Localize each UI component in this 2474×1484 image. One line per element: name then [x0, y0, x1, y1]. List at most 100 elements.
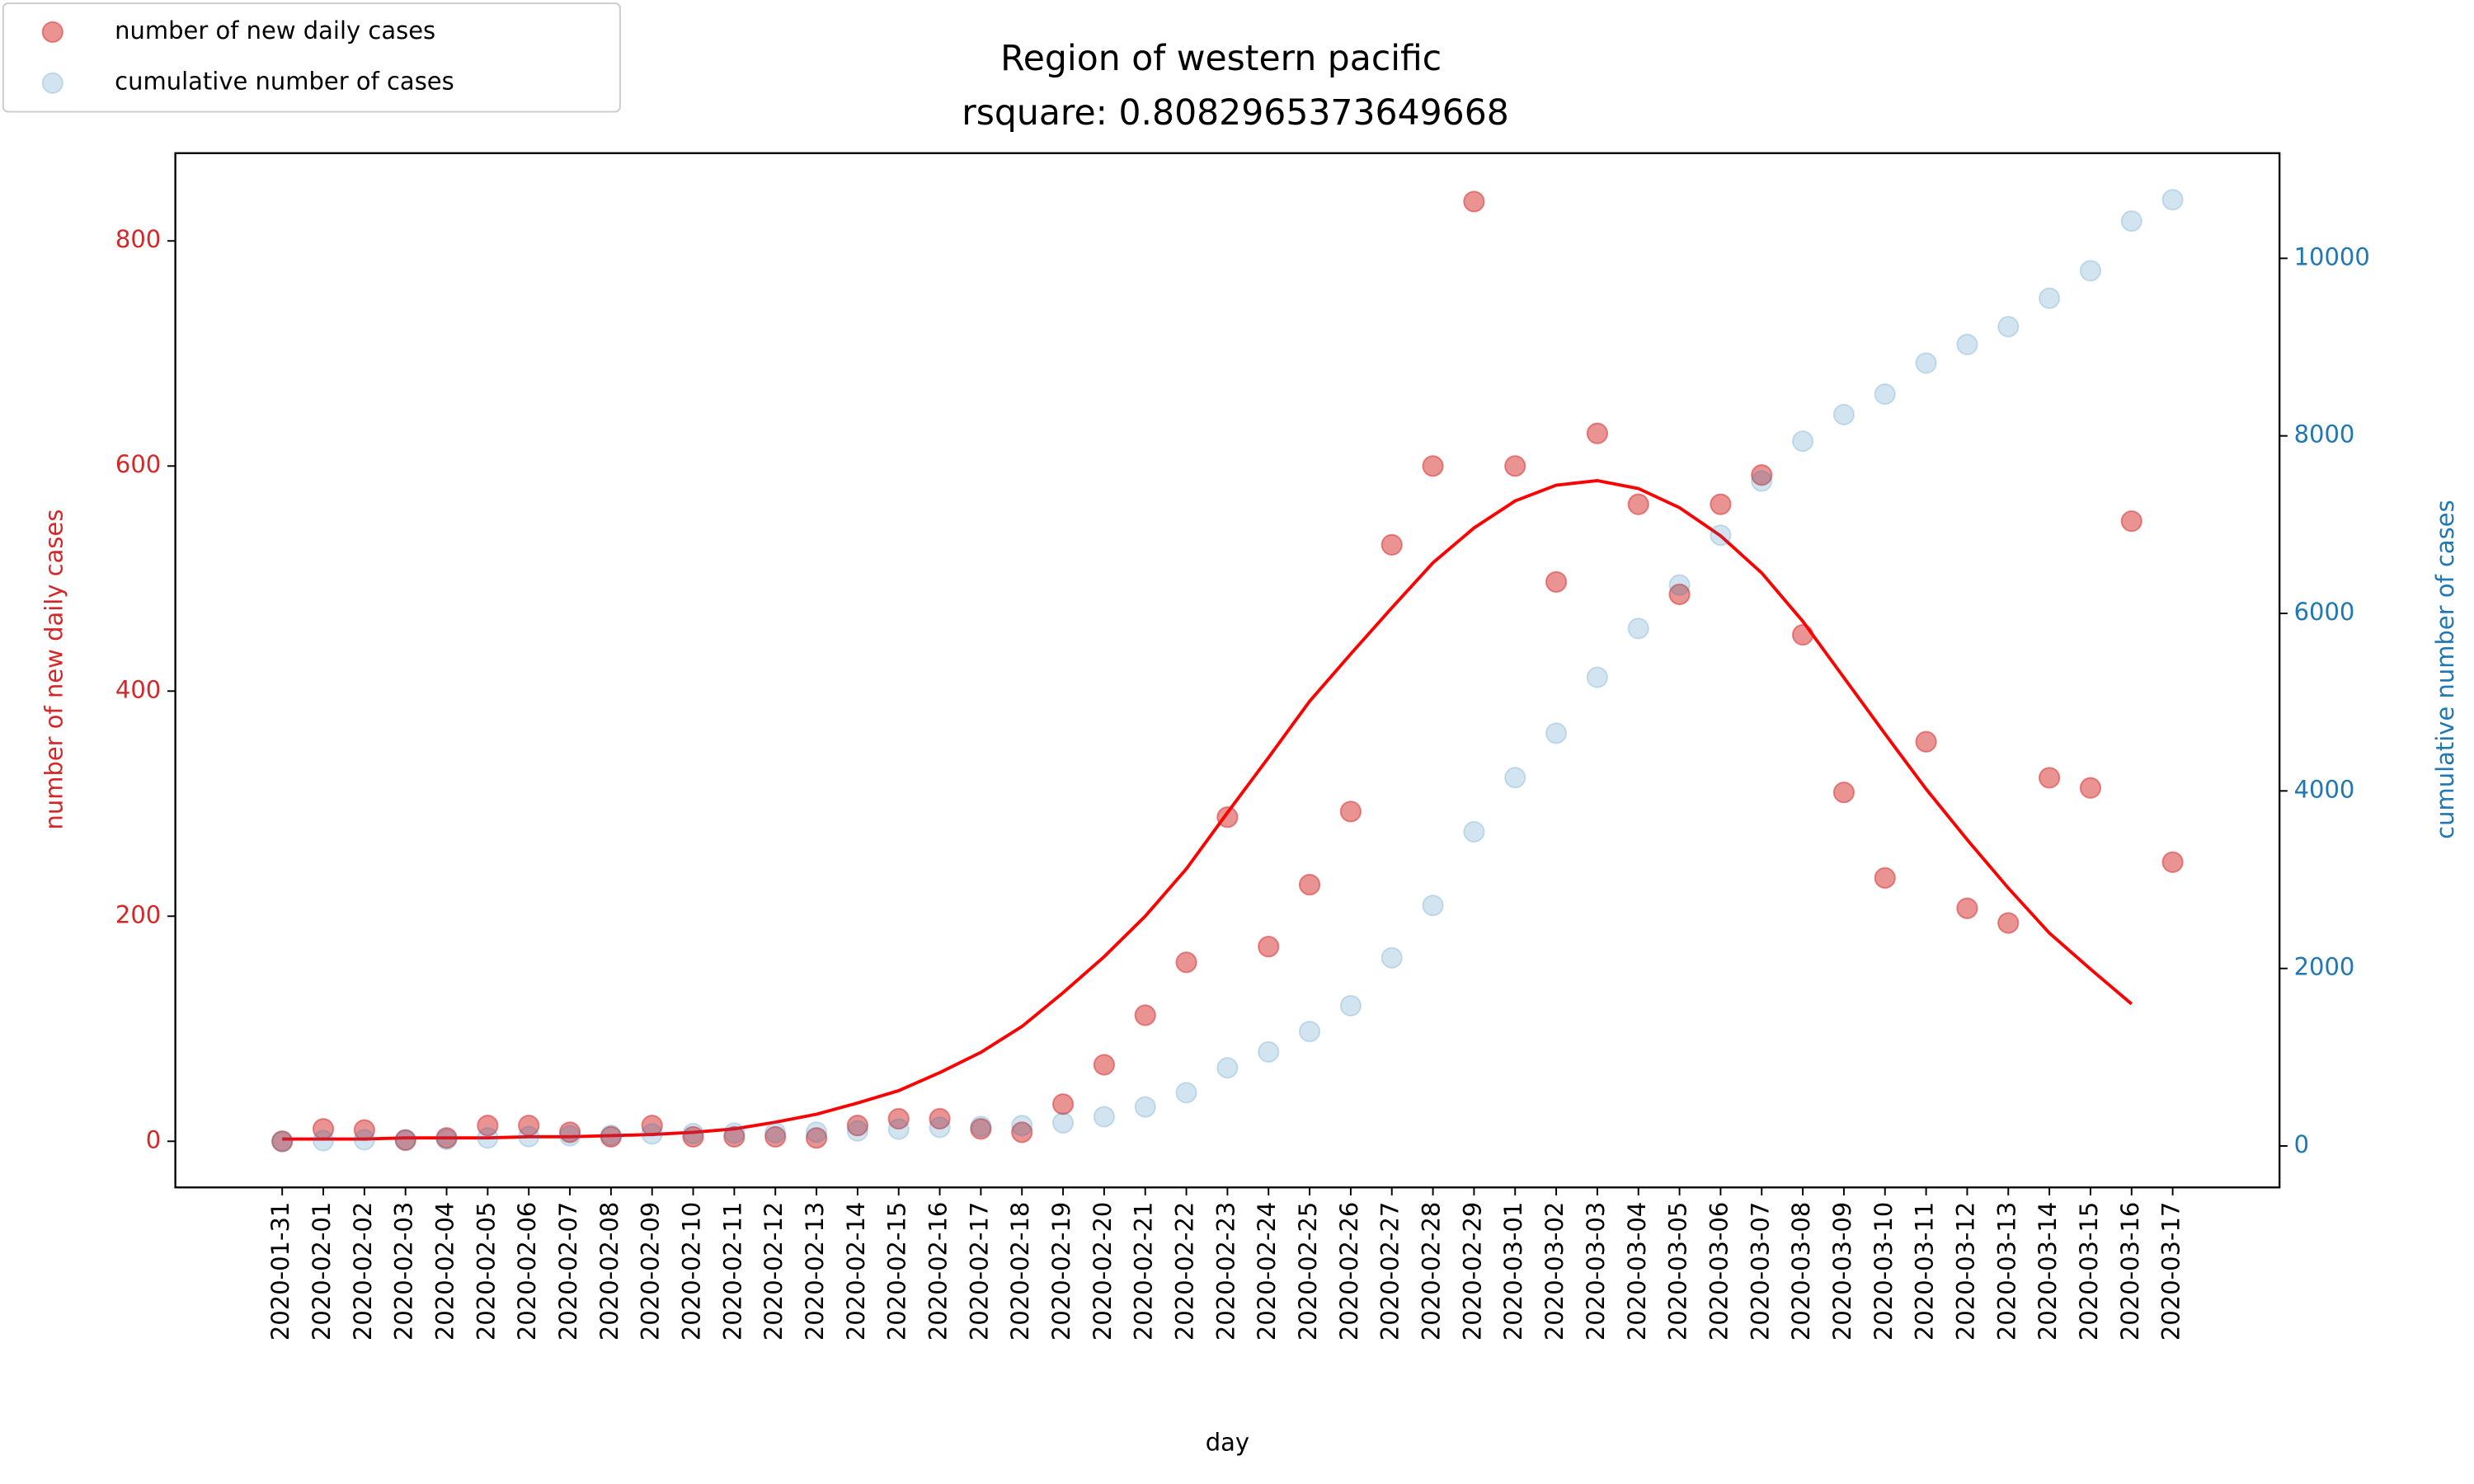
point [435, 1128, 458, 1151]
point [1093, 1106, 1116, 1128]
point [2079, 260, 2102, 282]
legend-label: number of new daily cases [115, 16, 435, 45]
point [1956, 333, 1978, 355]
point [1051, 1093, 1075, 1115]
x-tick-label: 2020-03-15 [2075, 1202, 2103, 1341]
y2-tick-label: 10000 [2294, 242, 2370, 270]
x-tick-label: 2020-03-06 [1705, 1202, 1733, 1341]
point [2120, 209, 2142, 232]
y2-tick-label: 4000 [2294, 775, 2355, 803]
point [641, 1123, 663, 1145]
y2-axis-label: cumulative number of cases [2431, 500, 2459, 839]
x-tick-label: 2020-02-04 [431, 1202, 459, 1341]
point [1339, 801, 1362, 823]
x-tick-label: 2020-02-07 [554, 1202, 582, 1341]
point [1380, 533, 1403, 556]
point [271, 1130, 294, 1153]
point [805, 1121, 828, 1144]
x-tick-label: 2020-02-22 [1171, 1202, 1199, 1341]
x-tick-label: 2020-02-02 [349, 1202, 377, 1341]
point [1504, 455, 1526, 477]
point [1586, 422, 1609, 444]
x-tick-label: 2020-03-05 [1664, 1202, 1692, 1341]
y-axis-label: number of new daily cases [40, 510, 68, 830]
point [1422, 895, 1444, 917]
point [846, 1120, 869, 1142]
x-tick-label: 2020-02-16 [924, 1202, 952, 1341]
x-tick-label: 2020-02-03 [390, 1202, 418, 1341]
x-tick-label: 2020-02-18 [1006, 1202, 1034, 1341]
x-tick-label: 2020-02-05 [472, 1202, 500, 1341]
x-tick-label: 2020-02-12 [760, 1202, 788, 1341]
x-tick-label: 2020-03-17 [2157, 1202, 2185, 1341]
x-tick-label: 2020-03-14 [2034, 1202, 2062, 1341]
point [846, 1115, 869, 1137]
x-tick-label: 2020-03-11 [1911, 1202, 1939, 1341]
point [1751, 464, 1773, 486]
point [1339, 994, 1362, 1017]
plot-frame [174, 152, 2281, 1189]
x-tick-label: 2020-02-13 [801, 1202, 829, 1341]
point [1093, 1054, 1116, 1076]
y-tick-label: 400 [115, 675, 161, 703]
y2-tick-label: 8000 [2294, 420, 2355, 448]
point [1710, 524, 1732, 547]
point [1175, 951, 1197, 974]
legend-marker [41, 21, 63, 43]
x-tick-label: 2020-03-16 [2116, 1202, 2144, 1341]
point [2038, 287, 2061, 309]
point [1832, 403, 1856, 425]
fit-line [282, 479, 2133, 1141]
point [477, 1127, 499, 1149]
y2-tick-label: 0 [2294, 1130, 2309, 1158]
x-tick-label: 2020-03-03 [1582, 1202, 1610, 1341]
x-tick-label: 2020-02-24 [1253, 1202, 1281, 1341]
point [1134, 1004, 1156, 1026]
x-tick-label: 2020-01-31 [266, 1202, 294, 1341]
point [682, 1122, 704, 1145]
point [805, 1127, 828, 1149]
point [1915, 730, 1937, 753]
point [970, 1115, 992, 1138]
x-tick-label: 2020-02-15 [883, 1202, 911, 1341]
point [518, 1125, 540, 1148]
legend-box [2, 2, 621, 113]
x-tick-label: 2020-03-12 [1951, 1202, 1979, 1341]
x-tick-label: 2020-02-01 [308, 1202, 336, 1341]
point [271, 1130, 294, 1153]
point [312, 1129, 335, 1152]
point [1545, 722, 1568, 744]
point [970, 1118, 992, 1140]
point [394, 1129, 416, 1152]
x-tick-label: 2020-03-07 [1746, 1202, 1774, 1341]
point [477, 1115, 499, 1137]
point [1545, 571, 1568, 594]
point [1874, 866, 1896, 890]
point [1051, 1111, 1075, 1134]
y-tick-label: 800 [115, 225, 161, 253]
point [1422, 455, 1444, 477]
point [1956, 897, 1978, 919]
point [1874, 383, 1896, 406]
point [2038, 767, 2061, 789]
point [1504, 767, 1526, 789]
x-tick-label: 2020-02-28 [1418, 1202, 1446, 1341]
point [600, 1124, 623, 1147]
x-tick-label: 2020-02-08 [595, 1202, 623, 1341]
point [1668, 583, 1691, 606]
legend-label: cumulative number of cases [115, 68, 454, 96]
point [1791, 623, 1814, 646]
x-tick-label: 2020-02-10 [678, 1202, 706, 1341]
point [723, 1125, 745, 1148]
point [723, 1122, 745, 1144]
point [887, 1118, 910, 1140]
point [1832, 781, 1856, 804]
point [1011, 1115, 1033, 1137]
point [394, 1129, 416, 1151]
point [2161, 851, 2184, 873]
y-tick-label: 200 [115, 900, 161, 928]
x-tick-label: 2020-03-08 [1787, 1202, 1815, 1341]
x-tick-label: 2020-02-06 [513, 1202, 541, 1341]
